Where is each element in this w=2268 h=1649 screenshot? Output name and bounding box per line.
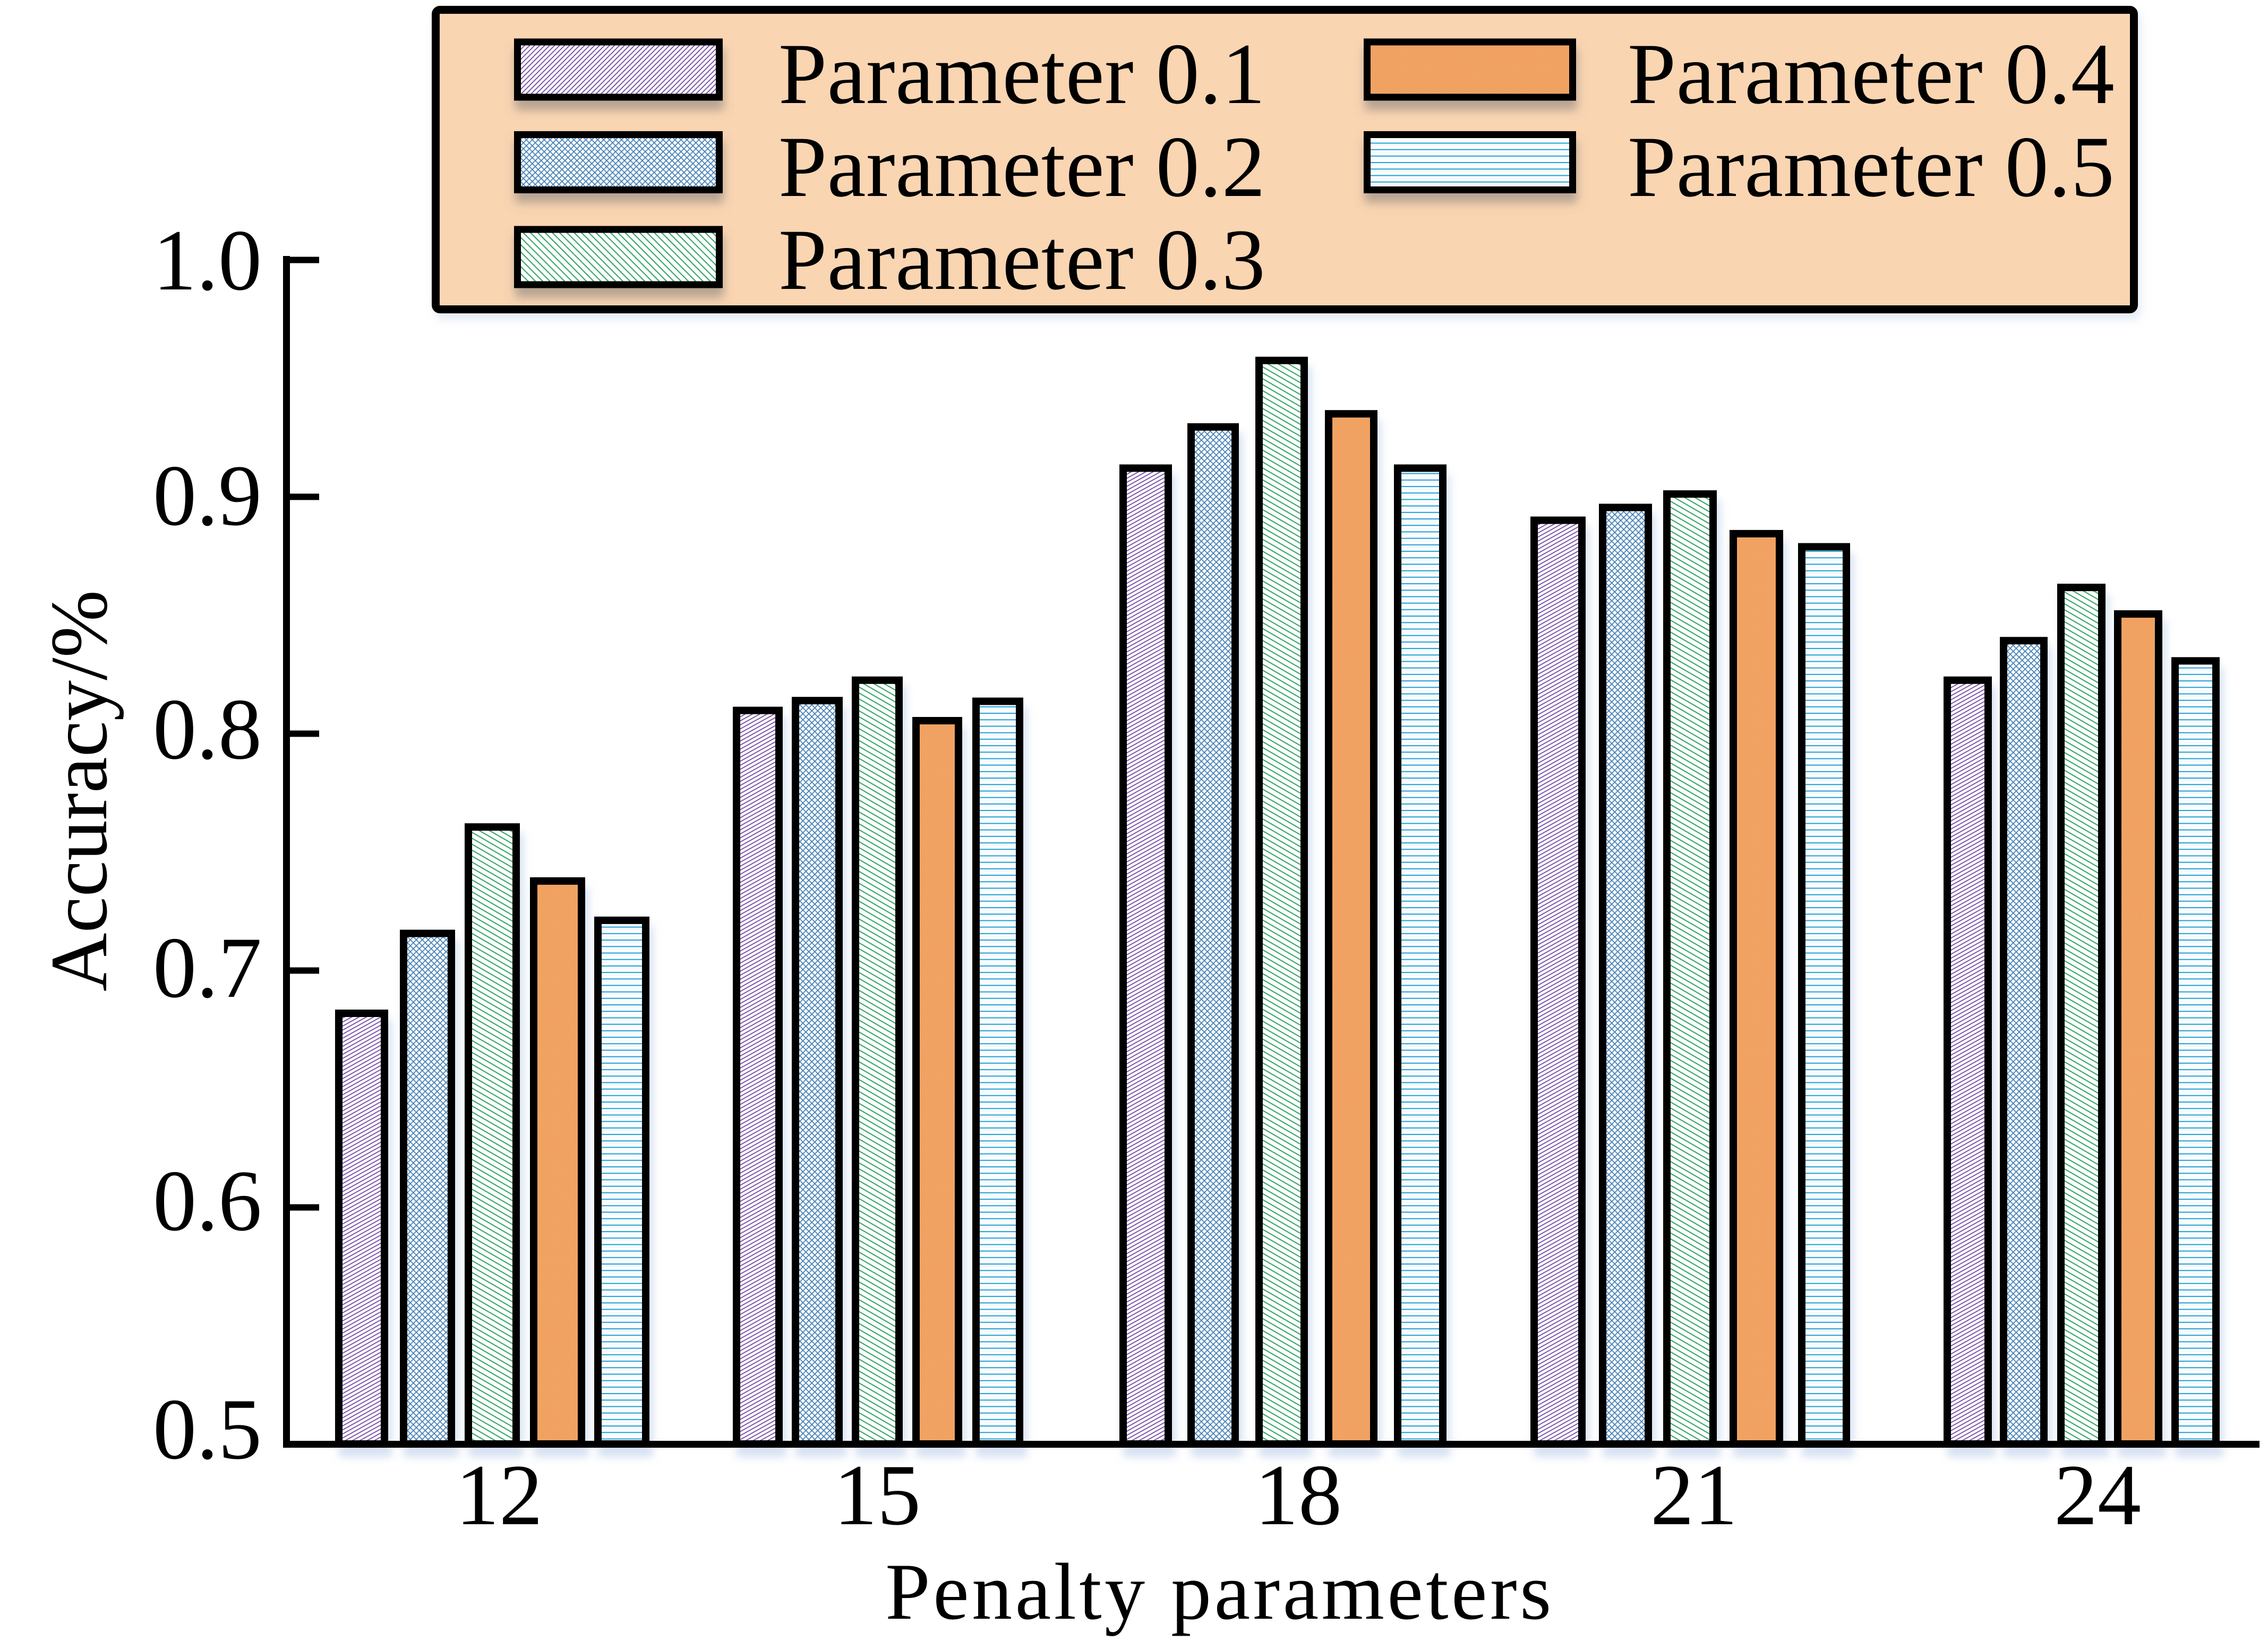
svg-text:0.7: 0.7	[153, 920, 262, 1016]
svg-text:Parameter 0.3: Parameter 0.3	[778, 212, 1265, 308]
svg-text:15: 15	[834, 1447, 921, 1543]
svg-text:18: 18	[1255, 1447, 1342, 1543]
svg-text:Parameter 0.5: Parameter 0.5	[1628, 119, 2115, 215]
svg-text:Parameter 0.1: Parameter 0.1	[778, 26, 1265, 122]
svg-text:Parameter 0.4: Parameter 0.4	[1628, 26, 2115, 122]
svg-text:21: 21	[1650, 1447, 1738, 1543]
svg-text:12: 12	[456, 1447, 543, 1543]
svg-text:1.0: 1.0	[153, 212, 262, 309]
svg-text:0.8: 0.8	[153, 681, 262, 777]
svg-text:Parameter 0.2: Parameter 0.2	[778, 119, 1265, 215]
svg-text:0.6: 0.6	[153, 1153, 262, 1249]
svg-text:0.9: 0.9	[153, 448, 262, 544]
svg-text:Accuracy/%: Accuracy/%	[35, 590, 124, 992]
svg-text:Penalty parameters: Penalty parameters	[885, 1547, 1554, 1636]
svg-text:24: 24	[2054, 1447, 2141, 1543]
svg-text:0.5: 0.5	[153, 1381, 262, 1477]
